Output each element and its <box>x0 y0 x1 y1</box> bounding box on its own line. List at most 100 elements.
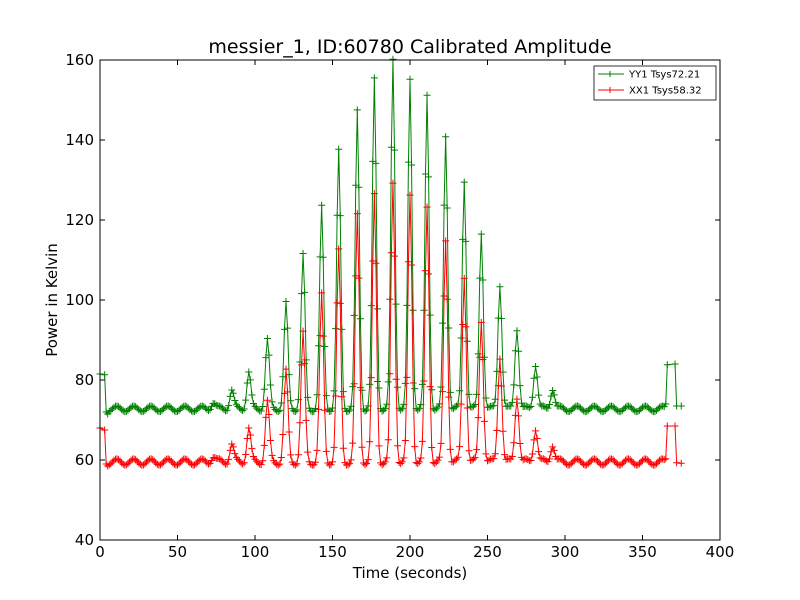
data-point <box>501 451 509 459</box>
data-point <box>220 406 228 414</box>
data-point <box>442 237 450 245</box>
data-point <box>470 402 478 410</box>
data-point <box>223 460 231 468</box>
data-point <box>453 455 460 463</box>
legend-label-yy1: YY1 Tsys72.21 <box>628 70 700 81</box>
data-point <box>184 457 192 465</box>
data-point <box>254 406 262 414</box>
data-point <box>299 249 307 257</box>
data-point <box>237 406 245 414</box>
legend-marker-yy1 <box>607 71 613 77</box>
data-point <box>318 289 326 297</box>
data-point <box>423 203 431 211</box>
legend-box <box>593 65 717 101</box>
data-point <box>195 403 203 411</box>
data-point <box>677 459 685 467</box>
data-point <box>156 461 164 469</box>
data-point <box>335 245 343 253</box>
data-point <box>513 395 521 403</box>
data-point <box>332 325 340 333</box>
data-point <box>431 406 439 414</box>
data-point <box>428 443 436 451</box>
data-point <box>618 406 626 414</box>
data-point <box>191 461 199 469</box>
data-point <box>339 444 347 452</box>
data-point <box>482 450 490 458</box>
data-point <box>282 297 290 305</box>
data-point <box>315 342 323 350</box>
data-point <box>211 454 219 462</box>
data-point <box>440 292 448 300</box>
y-tick-label-100: 100 <box>65 291 94 309</box>
data-point <box>527 402 535 410</box>
data-point <box>276 406 284 414</box>
data-point <box>418 437 426 445</box>
data-point <box>358 443 366 451</box>
data-point <box>242 396 250 404</box>
x-tick-label-300: 300 <box>551 543 580 561</box>
data-point <box>318 201 326 209</box>
data-point <box>412 459 420 467</box>
data-point <box>108 458 116 466</box>
x-tick-label-0: 0 <box>95 543 105 561</box>
data-point <box>251 402 259 410</box>
x-tick-label-250: 250 <box>473 543 502 561</box>
data-point <box>403 301 411 309</box>
data-point <box>226 446 234 454</box>
data-point <box>558 456 566 464</box>
data-point <box>611 404 619 412</box>
data-point <box>515 347 522 355</box>
data-point <box>290 460 298 468</box>
data-point <box>231 396 239 404</box>
data-point <box>218 457 226 465</box>
data-point <box>547 448 555 456</box>
data-point <box>174 461 181 469</box>
data-point <box>375 384 383 392</box>
data-point <box>477 230 485 238</box>
data-point <box>569 458 577 466</box>
data-point <box>414 460 422 468</box>
data-point <box>535 391 543 399</box>
data-point <box>239 460 247 468</box>
data-point <box>409 306 417 314</box>
data-point <box>434 403 442 411</box>
data-point <box>276 460 284 468</box>
data-point <box>620 458 628 466</box>
data-point <box>609 456 617 464</box>
data-point <box>384 378 392 386</box>
y-tick-label-140: 140 <box>65 131 94 149</box>
x-tick-label-400: 400 <box>706 543 735 561</box>
data-point <box>451 403 459 411</box>
data-point <box>263 334 271 342</box>
data-point <box>454 453 462 461</box>
data-point <box>491 450 499 458</box>
data-point <box>101 426 109 434</box>
data-point <box>428 386 436 394</box>
data-point <box>651 461 659 469</box>
data-point <box>149 456 157 464</box>
data-point <box>373 305 381 313</box>
data-point <box>282 365 290 373</box>
data-point <box>643 456 651 464</box>
data-point <box>133 457 141 465</box>
data-point <box>587 456 595 464</box>
data-point <box>546 455 553 463</box>
data-point <box>592 456 600 464</box>
data-point <box>611 457 619 465</box>
data-point <box>584 406 592 414</box>
data-point <box>432 405 440 413</box>
data-point <box>330 387 338 395</box>
data-point <box>415 405 423 413</box>
x-axis-label: Time (seconds) <box>352 564 468 582</box>
data-point <box>532 363 540 371</box>
data-point <box>550 391 558 399</box>
data-point <box>206 459 214 467</box>
y-axis-label: Power in Kelvin <box>43 243 61 357</box>
data-point <box>177 458 185 466</box>
data-point <box>167 457 175 465</box>
data-point <box>387 143 395 151</box>
data-point <box>567 406 575 414</box>
data-point <box>143 458 150 466</box>
data-point <box>577 457 584 465</box>
data-point <box>223 406 231 414</box>
